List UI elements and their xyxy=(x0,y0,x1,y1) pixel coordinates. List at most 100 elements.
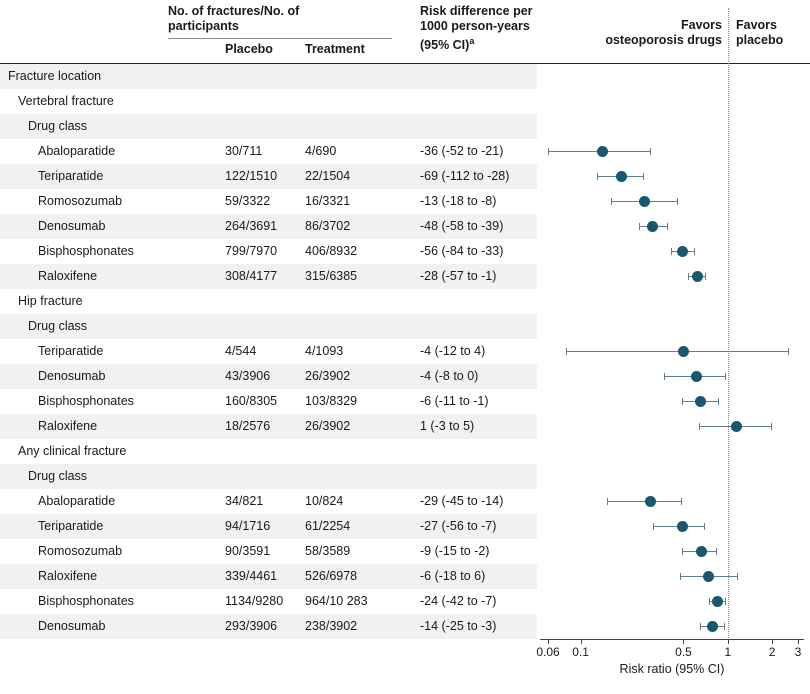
placebo-count: 94/1716 xyxy=(225,519,271,533)
ci-cap-right xyxy=(681,498,683,505)
favors-drugs-label: Favors osteoporosis drugs xyxy=(540,18,722,48)
point-estimate-dot xyxy=(690,371,702,382)
risk-difference-value: -56 (-84 to -33) xyxy=(420,244,504,258)
ci-cap-left xyxy=(699,423,701,430)
ci-cap-left xyxy=(708,598,710,605)
x-axis-line xyxy=(540,639,804,640)
risk-difference-header-line2: 1000 person-years xyxy=(420,19,530,33)
favors-placebo-line1: Favors xyxy=(736,18,777,32)
point-estimate-dot xyxy=(731,421,743,432)
row-label: Denosumab xyxy=(38,619,106,633)
column-group-rule xyxy=(168,38,392,39)
risk-difference-value: -28 (-57 to -1) xyxy=(420,269,497,283)
point-estimate-dot xyxy=(676,521,688,532)
ci-cap-left xyxy=(606,498,608,505)
forest-row: Teriparatide 94/1716 61/2254 -27 (-56 to -7… xyxy=(0,514,810,539)
point-estimate-dot xyxy=(676,246,688,257)
risk-difference-value: -27 (-56 to -7) xyxy=(420,519,497,533)
axis-tick-label: 0.1 xyxy=(572,645,589,659)
section-row: Drug class xyxy=(0,314,810,339)
forest-row: Denosumab 293/3906 238/3902 -14 (-25 to -3) xyxy=(0,614,810,639)
ci-cap-right xyxy=(704,273,706,280)
risk-difference-value: -48 (-58 to -39) xyxy=(420,219,504,233)
placebo-count: 308/4177 xyxy=(225,269,278,283)
placebo-count: 43/3906 xyxy=(225,369,271,383)
treatment-count: 26/3902 xyxy=(305,369,351,383)
section-row: Hip fracture xyxy=(0,289,810,314)
placebo-count: 1134/9280 xyxy=(225,594,284,608)
ci-cap-right xyxy=(643,173,645,180)
ci-cap-right xyxy=(716,548,718,555)
row-label: Fracture location xyxy=(8,69,102,83)
treatment-count: 4/1093 xyxy=(305,344,344,358)
axis-tick-mark xyxy=(683,639,685,644)
favors-placebo-label: Favors placebo xyxy=(736,18,783,48)
section-row: Drug class xyxy=(0,114,810,139)
ci-cap-right xyxy=(771,423,773,430)
ci-cap-left xyxy=(682,398,684,405)
ci-line xyxy=(566,348,789,355)
treatment-count: 315/6385 xyxy=(305,269,358,283)
section-row: Any clinical fracture xyxy=(0,439,810,464)
placebo-count: 18/2576 xyxy=(225,419,271,433)
x-axis: 0.06 0.1 0.5 1 2 3 Risk ratio (95% CI) xyxy=(0,639,810,694)
risk-difference-value: 1 (-3 to 5) xyxy=(420,419,475,433)
section-row: Drug class xyxy=(0,464,810,489)
forest-row: Abaloparatide 34/821 10/824 -29 (-45 to -14… xyxy=(0,489,810,514)
axis-tick-label: 2 xyxy=(768,645,776,659)
forest-row: Teriparatide 4/544 4/1093 -4 (-12 to 4) xyxy=(0,339,810,364)
placebo-count: 122/1510 xyxy=(225,169,278,183)
row-label: Bisphosphonates xyxy=(38,394,134,408)
risk-difference-value: -6 (-18 to 6) xyxy=(420,569,486,583)
point-estimate-dot xyxy=(647,221,659,232)
section-row: Fracture location xyxy=(0,64,810,89)
row-label: Romosozumab xyxy=(38,544,123,558)
ci-cap-left xyxy=(670,248,672,255)
figure-header: No. of fractures/No. of participants Pla… xyxy=(0,0,810,64)
treatment-count: 58/3589 xyxy=(305,544,351,558)
favors-placebo-line2: placebo xyxy=(736,33,784,47)
placebo-count: 4/544 xyxy=(225,344,257,358)
ci-cap-left xyxy=(664,373,666,380)
row-label: Any clinical fracture xyxy=(18,444,127,458)
treatment-count: 406/8932 xyxy=(305,244,358,258)
ci-cap-left xyxy=(679,573,681,580)
ci-label: (95% CI) xyxy=(420,38,470,53)
column-header-risk-difference: Risk difference per 1000 person-years (9… xyxy=(420,4,533,53)
point-estimate-dot xyxy=(694,396,706,407)
risk-difference-value: -6 (-11 to -1) xyxy=(420,394,489,408)
ci-cap-right xyxy=(737,573,739,580)
forest-row: Bisphosphonates 1134/9280 964/10 283 -24 (-… xyxy=(0,589,810,614)
ci-cap-left xyxy=(548,148,549,155)
ci-cap-left xyxy=(688,273,690,280)
ci-cap-left xyxy=(700,623,702,630)
treatment-count: 964/10 283 xyxy=(305,594,368,608)
placebo-count: 799/7970 xyxy=(225,244,278,258)
ci-cap-right xyxy=(703,523,705,530)
header-rule xyxy=(0,63,810,64)
ci-cap-right xyxy=(723,623,725,630)
row-label: Vertebral fracture xyxy=(18,94,114,108)
row-label: Bisphosphonates xyxy=(38,244,134,258)
forest-row: Raloxifene 308/4177 315/6385 -28 (-57 to -1… xyxy=(0,264,810,289)
ci-cap-right xyxy=(694,248,696,255)
placebo-count: 339/4461 xyxy=(225,569,278,583)
treatment-count: 10/824 xyxy=(305,494,344,508)
row-label: Hip fracture xyxy=(18,294,83,308)
row-label: Denosumab xyxy=(38,369,106,383)
ci-cap-right xyxy=(717,398,719,405)
treatment-count: 61/2254 xyxy=(305,519,351,533)
column-group-header-line2: participants xyxy=(168,19,239,33)
point-estimate-dot xyxy=(707,621,719,632)
treatment-count: 4/690 xyxy=(305,144,337,158)
risk-difference-value: -69 (-112 to -28) xyxy=(420,169,510,183)
ci-cap-right xyxy=(787,348,789,355)
treatment-count: 526/6978 xyxy=(305,569,358,583)
risk-difference-header-line3: (95% CI)a xyxy=(420,34,533,53)
forest-row: Bisphosphonates 160/8305 103/8329 -6 (-11 t… xyxy=(0,389,810,414)
treatment-count: 22/1504 xyxy=(305,169,351,183)
ci-cap-right xyxy=(677,198,679,205)
ci-cap-left xyxy=(610,198,612,205)
section-row: Vertebral fracture xyxy=(0,89,810,114)
